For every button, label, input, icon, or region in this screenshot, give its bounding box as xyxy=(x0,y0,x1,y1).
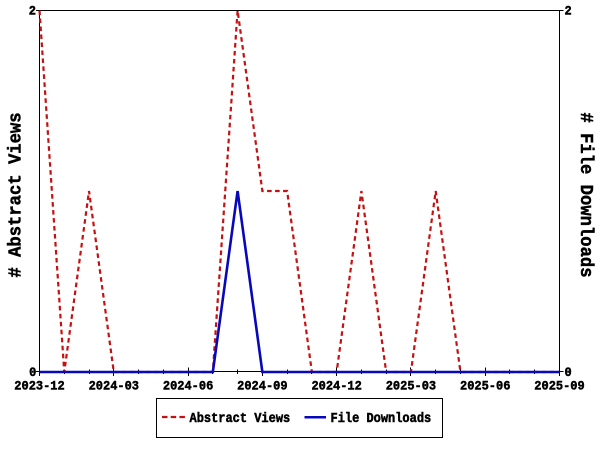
svg-text:2025-06: 2025-06 xyxy=(460,379,510,394)
svg-text:File Downloads: File Downloads xyxy=(331,410,432,426)
svg-text:2024-09: 2024-09 xyxy=(237,379,287,394)
svg-text:2024-06: 2024-06 xyxy=(163,379,213,394)
svg-text:# File Downloads: # File Downloads xyxy=(575,112,596,277)
svg-text:2025-09: 2025-09 xyxy=(534,379,584,394)
svg-text:2025-03: 2025-03 xyxy=(386,379,436,394)
svg-text:# Abstract Views: # Abstract Views xyxy=(6,112,27,277)
svg-text:Abstract Views: Abstract Views xyxy=(190,410,291,426)
svg-text:0: 0 xyxy=(29,366,36,381)
svg-text:2: 2 xyxy=(565,4,572,19)
svg-text:2024-03: 2024-03 xyxy=(89,379,139,394)
svg-text:0: 0 xyxy=(565,366,572,381)
svg-text:2024-12: 2024-12 xyxy=(311,379,361,394)
svg-text:2023-12: 2023-12 xyxy=(14,379,64,394)
svg-text:2: 2 xyxy=(29,4,36,19)
